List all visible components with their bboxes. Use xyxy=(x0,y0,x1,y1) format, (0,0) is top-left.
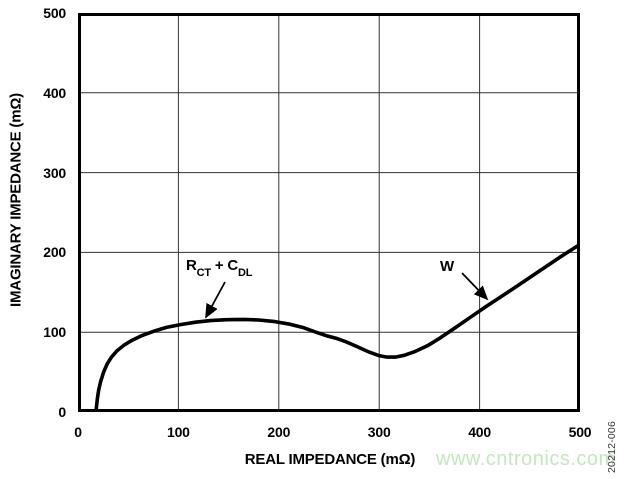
annotation-text: R xyxy=(186,257,197,274)
x-tick-label: 100 xyxy=(167,424,190,440)
figure-number: 20212-006 xyxy=(606,420,618,474)
plot-area xyxy=(78,13,580,412)
annotation-rct-cdl-label: RCT + CDL xyxy=(186,257,253,279)
x-tick-label: 0 xyxy=(74,424,82,440)
watermark-text: www.cntronics.com xyxy=(436,448,616,470)
annotation-text: + C xyxy=(210,257,239,274)
x-tick-label: 300 xyxy=(367,424,391,440)
y-tick-label: 400 xyxy=(43,84,66,101)
y-tick-label: 200 xyxy=(43,244,66,261)
annotation-subscript: DL xyxy=(238,267,253,279)
impedance-curve xyxy=(94,242,580,412)
y-tick-label: 100 xyxy=(43,324,66,341)
y-axis-title: IMAGINARY IMPEDANCE (mΩ) xyxy=(7,93,25,307)
x-axis-title: REAL IMPEDANCE (mΩ) xyxy=(244,451,416,468)
y-tick-label: 500 xyxy=(43,5,66,21)
annotation-arrow-warburg xyxy=(461,272,489,301)
x-tick-label: 500 xyxy=(568,424,592,440)
y-tick-label: 300 xyxy=(43,164,66,181)
annotation-subscript: CT xyxy=(196,267,211,279)
annotation-arrow-rct-cdl xyxy=(205,281,226,319)
plot-border xyxy=(78,13,580,412)
x-tick-label: 400 xyxy=(468,424,491,440)
x-tick-label: 200 xyxy=(267,424,291,440)
y-tick-label: 0 xyxy=(58,404,66,420)
annotation-warburg-label: W xyxy=(440,258,454,275)
